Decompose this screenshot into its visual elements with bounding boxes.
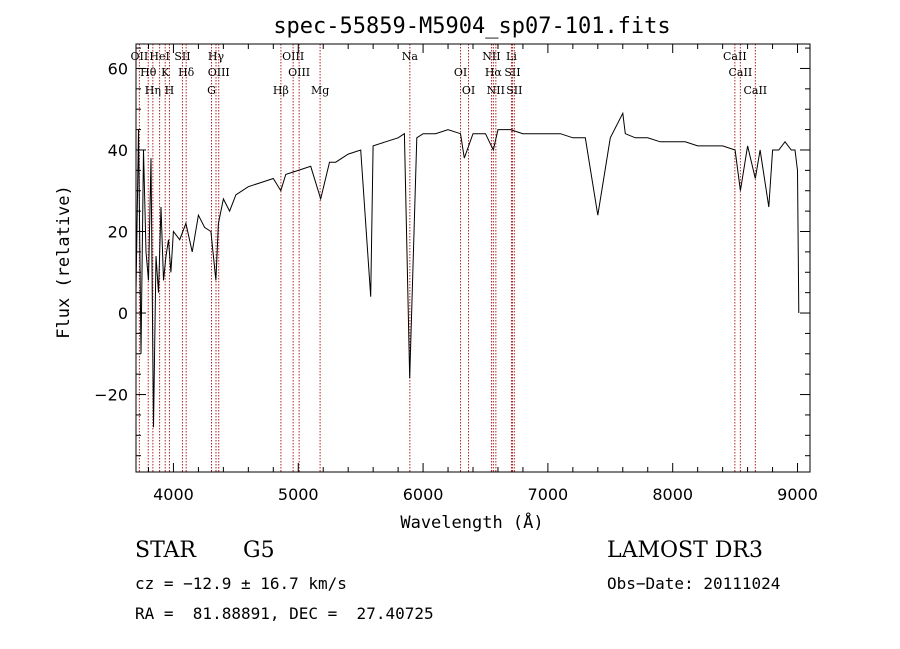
y-tick-label: 20	[108, 223, 128, 242]
line-label: HeI	[149, 50, 169, 63]
x-tick-label: 6000	[403, 485, 444, 504]
line-label: Na	[402, 50, 419, 63]
y-tick-label: 60	[108, 59, 128, 78]
line-label: CaII	[729, 66, 753, 79]
line-label: OIII	[208, 66, 230, 79]
plot-frame	[135, 43, 811, 473]
line-label: OI	[454, 66, 467, 79]
line-label: Hδ	[178, 66, 195, 79]
line-label: Mg	[311, 84, 329, 97]
line-label: OIII	[282, 50, 304, 63]
line-label: OIII	[288, 66, 310, 79]
line-label: Li	[506, 50, 517, 63]
x-tick-label: 9000	[777, 485, 818, 504]
line-labels: OIIHθHηHeIKHSIIHδGHγOIIIHβOIIIOIIIMgNaOI…	[131, 50, 768, 97]
line-label: Hβ	[273, 84, 289, 97]
redshift-cz: cz = −12.9 ± 16.7 km/s	[135, 574, 347, 593]
x-tick-label: 8000	[652, 485, 693, 504]
object-class: STAR	[135, 538, 196, 563]
line-label: OI	[462, 84, 475, 97]
line-label: K	[161, 66, 170, 79]
line-label: Hα	[485, 66, 503, 79]
line-label: OII	[131, 50, 149, 63]
spectrum-line	[135, 111, 800, 428]
y-tick-label: −20	[94, 386, 128, 405]
x-tick-label: 4000	[153, 485, 194, 504]
line-label: Hθ	[140, 66, 157, 79]
ra-dec: RA = 81.88891, DEC = 27.40725	[135, 604, 434, 623]
y-axis: −20 0 20 40 60	[94, 47, 810, 457]
line-label: H	[165, 84, 175, 97]
obs-date: Obs−Date: 20111024	[607, 574, 781, 593]
chart-title: spec-55859-M5904_sp07-101.fits	[273, 14, 670, 39]
line-label: SII	[174, 50, 190, 63]
survey-name: LAMOST DR3	[607, 538, 763, 563]
x-tick-label: 7000	[528, 485, 569, 504]
line-markers	[138, 44, 756, 472]
y-axis-label: Flux (relative)	[54, 185, 74, 339]
line-label: CaII	[743, 84, 767, 97]
x-axis-label: Wavelength (Å)	[400, 511, 543, 533]
line-label: Hη	[145, 84, 161, 97]
y-tick-label: 40	[108, 141, 128, 160]
line-label: G	[207, 84, 216, 97]
line-label: SII	[504, 66, 520, 79]
line-label: NII	[487, 84, 505, 97]
x-tick-label: 5000	[278, 485, 319, 504]
x-axis: 4000 5000 6000 7000 8000 9000	[147, 44, 818, 504]
y-tick-label: 0	[118, 304, 128, 323]
object-subclass: G5	[243, 538, 275, 563]
line-label: CaII	[723, 50, 747, 63]
line-label: SII	[506, 84, 522, 97]
line-label: NII	[482, 50, 500, 63]
line-label: Hγ	[208, 50, 225, 63]
